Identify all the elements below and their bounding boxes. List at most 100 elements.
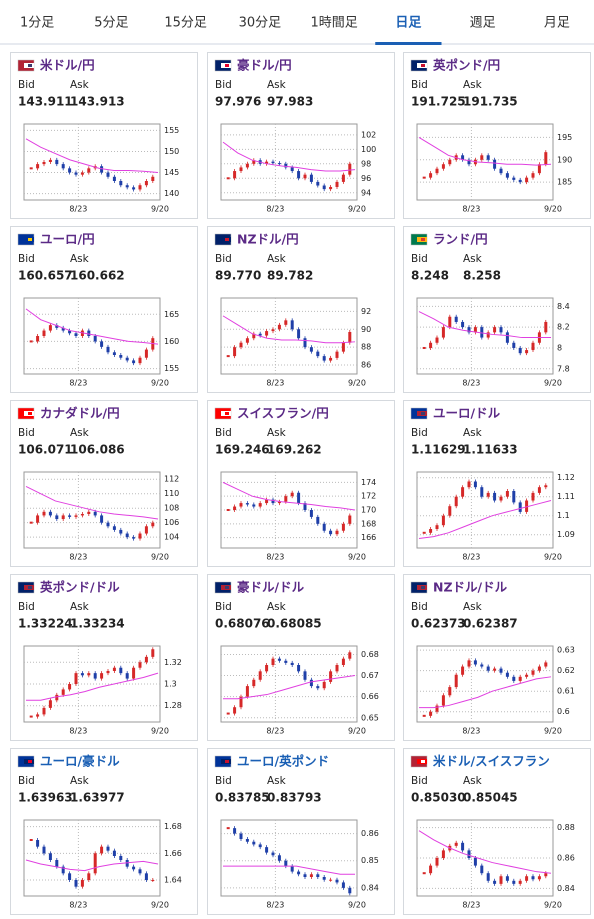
candle [309, 679, 313, 687]
bid-value: 8.248 [411, 269, 449, 283]
tab[interactable]: 5分足 [94, 16, 128, 31]
candle [335, 665, 339, 672]
flag [28, 760, 32, 763]
card[interactable] [10, 226, 198, 393]
candle [316, 181, 320, 186]
card[interactable] [403, 226, 591, 393]
y-tick-label: 94 [361, 188, 371, 197]
candle [132, 667, 136, 679]
flag [225, 760, 229, 763]
candle [233, 171, 237, 179]
candle [119, 355, 123, 358]
y-tick-label: 170 [361, 506, 376, 515]
x-tick-label: 8/23 [462, 205, 480, 214]
card[interactable] [10, 574, 198, 741]
candle [493, 327, 497, 333]
candle [486, 873, 490, 881]
card[interactable] [10, 400, 198, 567]
x-tick-label: 9/20 [544, 205, 562, 214]
candle [441, 695, 445, 706]
candle [486, 155, 490, 160]
ask-label: Ask [70, 427, 90, 439]
candle [348, 652, 352, 659]
candle [151, 522, 155, 527]
candle [277, 658, 281, 661]
candle [74, 673, 78, 684]
candle [119, 856, 123, 860]
y-tick-label: 185 [557, 178, 572, 187]
tab[interactable]: 1分足 [20, 16, 54, 31]
candle [531, 670, 535, 675]
candle [258, 844, 262, 848]
candle [284, 860, 288, 867]
candle [435, 337, 439, 343]
candle [36, 336, 40, 342]
card[interactable] [10, 52, 198, 219]
card[interactable] [403, 574, 591, 741]
y-tick-label: 106 [164, 518, 179, 527]
ask-label: Ask [70, 253, 90, 265]
candle [309, 347, 313, 352]
candle [480, 155, 484, 160]
y-tick-label: 8.2 [557, 323, 570, 332]
candle [435, 858, 439, 866]
candle [441, 327, 445, 338]
pair-name: 米ドル/スイスフラン [432, 754, 550, 769]
card[interactable] [207, 748, 395, 915]
y-tick-label: 1.64 [164, 876, 182, 885]
ask-value: 0.85045 [463, 791, 518, 805]
candle [480, 487, 484, 497]
card[interactable] [207, 226, 395, 393]
bid-value: 1.33224 [18, 617, 73, 631]
candle [335, 351, 339, 358]
y-tick-label: 92 [361, 307, 371, 316]
flag [28, 412, 32, 415]
y-tick-label: 1.11 [557, 492, 575, 501]
ask-label: Ask [267, 775, 287, 787]
card[interactable] [403, 748, 591, 915]
candle [422, 872, 426, 875]
flag [225, 412, 229, 415]
candle [448, 506, 452, 516]
card[interactable] [403, 52, 591, 219]
candle [322, 877, 326, 880]
card[interactable] [207, 52, 395, 219]
tab[interactable]: 30分足 [239, 16, 282, 31]
candle [467, 327, 471, 333]
candle [518, 347, 522, 354]
candle [252, 841, 256, 845]
candle [297, 329, 301, 339]
candle [106, 522, 110, 527]
candle [132, 187, 136, 190]
candle [322, 681, 326, 689]
candle [461, 321, 465, 328]
pair-name: NZドル/円 [237, 232, 299, 247]
candle [518, 502, 522, 512]
pair-name: スイスフラン/円 [237, 406, 329, 421]
card[interactable] [207, 400, 395, 567]
candle [48, 325, 52, 331]
tab[interactable]: 日足 [395, 16, 422, 31]
y-tick-label: 104 [164, 533, 179, 542]
card[interactable] [10, 748, 198, 915]
y-tick-label: 102 [361, 130, 376, 139]
candle [329, 530, 333, 535]
tab[interactable]: 1時間足 [310, 16, 357, 31]
tab[interactable]: 週足 [470, 16, 496, 31]
candle [544, 662, 548, 667]
candle [493, 159, 497, 169]
card[interactable] [207, 574, 395, 741]
candle [245, 503, 249, 505]
moving-average [26, 672, 159, 701]
candle [499, 496, 503, 501]
candle [42, 162, 46, 165]
candle [61, 689, 65, 695]
candle [125, 673, 129, 679]
tab[interactable]: 15分足 [164, 16, 207, 31]
candle [265, 499, 269, 504]
tab[interactable]: 月足 [544, 16, 570, 31]
candle [252, 504, 256, 507]
candle [467, 481, 471, 488]
candle [429, 529, 433, 533]
card[interactable] [403, 400, 591, 567]
